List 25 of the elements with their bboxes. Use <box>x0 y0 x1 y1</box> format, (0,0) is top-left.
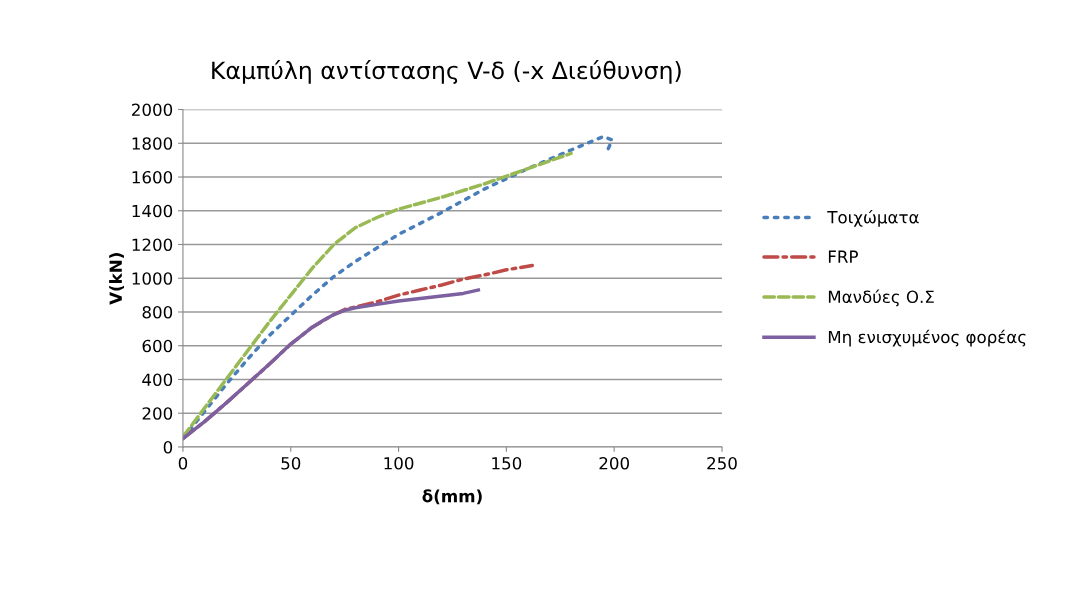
y-tick-label: 600 <box>142 339 173 353</box>
y-tick-label: 1000 <box>132 272 173 285</box>
x-tick-label: 150 <box>492 456 522 470</box>
y-tick-label: 1800 <box>132 137 173 150</box>
x-tick-label: 250 <box>707 456 737 470</box>
y-tick-label: 0 <box>163 440 173 454</box>
x-axis-title: δ(mm) <box>422 489 482 505</box>
legend-label: Τοιχώματα <box>827 209 919 227</box>
legend-label: Μη ενισχυμένος φορέας <box>828 329 1026 347</box>
y-tick-label: 1600 <box>132 170 173 184</box>
x-tick-label: 100 <box>384 456 414 470</box>
legend-label: FRP <box>828 250 858 263</box>
y-tick-label: 200 <box>142 407 173 420</box>
chart-title: Καμπύλη αντίστασης V-δ (-x Διεύθυνση) <box>212 60 681 84</box>
y-tick-label: 2000 <box>132 103 173 117</box>
legend-label: Μανδύες Ο.Σ <box>828 289 934 307</box>
x-tick-label: 200 <box>599 456 629 470</box>
y-tick-label: 800 <box>142 305 173 319</box>
x-tick-label: 50 <box>281 456 301 470</box>
y-tick-label: 400 <box>142 373 173 387</box>
line-series <box>182 288 481 441</box>
y-tick-label: 1200 <box>132 238 173 252</box>
x-tick-label: 0 <box>178 456 188 470</box>
y-tick-label: 1400 <box>132 204 173 218</box>
y-axis-title: V(kN) <box>109 253 124 305</box>
